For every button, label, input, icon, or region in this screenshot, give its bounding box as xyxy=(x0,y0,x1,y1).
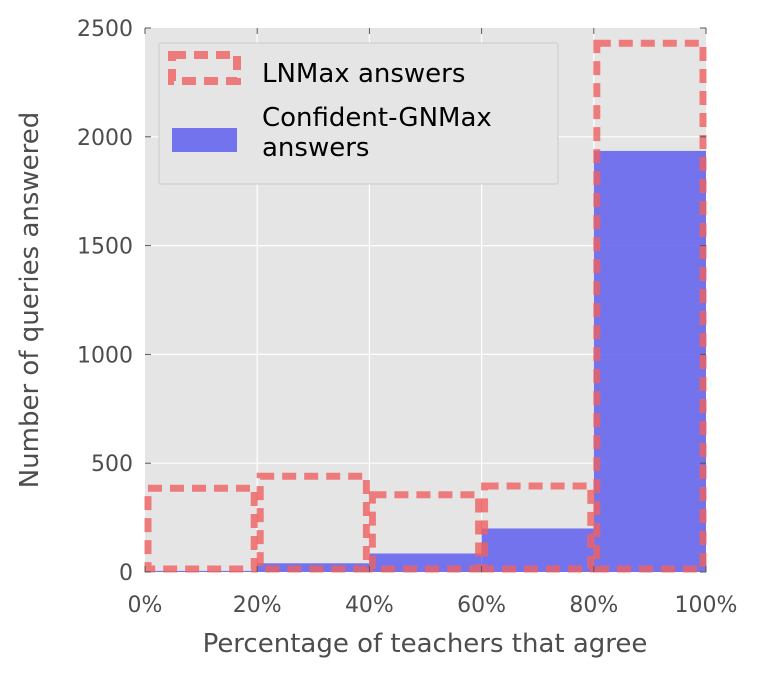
lnmax-bar xyxy=(256,472,370,573)
legend-label-confident-gnmax: Confident-GNMax answers xyxy=(262,103,500,163)
lnmax-bar xyxy=(481,482,595,573)
x-tick-label: 0% xyxy=(128,593,163,618)
lnmax-bar xyxy=(593,39,707,573)
legend-label-confident-gnmax-line2: answers xyxy=(262,133,369,163)
x-tick-label: 100% xyxy=(675,593,738,618)
x-tick-label: 60% xyxy=(457,593,506,618)
y-axis-title: Number of queries answered xyxy=(15,112,45,489)
x-tick-label: 80% xyxy=(569,593,618,618)
y-tick-label: 500 xyxy=(91,452,133,477)
confident-gnmax-bar xyxy=(145,570,258,572)
confident-gnmax-bar xyxy=(481,528,594,572)
x-tick-label: 40% xyxy=(345,593,394,618)
legend-swatch-lnmax xyxy=(168,51,241,85)
y-tick-label: 0 xyxy=(119,561,133,586)
legend-label-confident-gnmax-line1: Confident-GNMax xyxy=(262,103,492,133)
x-axis-title: Percentage of teachers that agree xyxy=(203,629,648,659)
y-tick-labels: 0 500 1000 1500 2000 2500 xyxy=(77,17,133,586)
x-tick-labels: 0% 20% 40% 60% 80% 100% xyxy=(128,593,738,618)
y-tick-label: 1000 xyxy=(77,343,133,368)
axis-ticks xyxy=(144,27,707,573)
lnmax-outline-bars xyxy=(144,39,707,573)
legend-box xyxy=(158,42,559,185)
y-tick-label: 1500 xyxy=(77,235,133,260)
confident-gnmax-bars xyxy=(145,150,706,572)
x-tick-label: 20% xyxy=(233,593,282,618)
lnmax-bar xyxy=(368,491,483,573)
y-tick-label: 2500 xyxy=(77,17,133,42)
lnmax-bar xyxy=(144,484,258,573)
legend: LNMax answers Confident-GNMax answers xyxy=(158,42,559,185)
confident-gnmax-bar xyxy=(593,150,706,572)
legend-label-lnmax: LNMax answers xyxy=(262,59,465,89)
y-tick-label: 2000 xyxy=(77,126,133,151)
legend-swatch-confident-gnmax xyxy=(172,128,237,152)
